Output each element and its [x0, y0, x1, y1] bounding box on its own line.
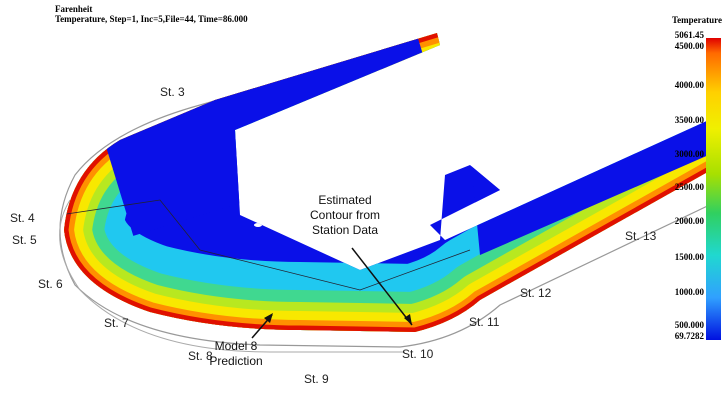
station-label: St. 4 — [10, 211, 35, 225]
station-label: St. 5 — [12, 233, 37, 247]
colorbar — [706, 38, 721, 340]
station-label: St. 9 — [304, 372, 329, 386]
legend-label: 3500.00 — [675, 115, 705, 125]
annotation: Contour from — [310, 208, 380, 222]
header-unit: Farenheit — [55, 4, 92, 14]
legend-label: 5061.45 — [675, 30, 705, 40]
legend-label: 2500.00 — [675, 182, 705, 192]
legend-label: 4500.00 — [675, 41, 705, 51]
annotation: Prediction — [209, 354, 262, 368]
station-label: St. 13 — [625, 229, 657, 243]
station-label: St. 12 — [520, 286, 552, 300]
legend-label: 2000.00 — [675, 216, 705, 226]
legend-label: 4000.00 — [675, 80, 705, 90]
figure: FarenheitTemperature, Step=1, Inc=5,File… — [0, 0, 728, 400]
station-label: St. 10 — [402, 347, 434, 361]
header-caption: Temperature, Step=1, Inc=5,File=44, Time… — [55, 14, 248, 24]
annotation: Station Data — [312, 223, 378, 237]
legend-label: 1500.00 — [675, 252, 705, 262]
station-label: St. 3 — [160, 85, 185, 99]
station-label: St. 11 — [469, 315, 500, 329]
annotation: Estimated — [318, 193, 371, 207]
legend-label: 3000.00 — [675, 149, 705, 159]
legend-label: 1000.00 — [675, 287, 705, 297]
station-label: St. 7 — [104, 316, 129, 330]
legend-label: 69.7282 — [675, 331, 705, 341]
station-label: St. 6 — [38, 277, 63, 291]
legend-label: 500.000 — [675, 320, 705, 330]
annotation: Model 8 — [215, 339, 258, 353]
legend-title: Temperature — [672, 15, 722, 25]
